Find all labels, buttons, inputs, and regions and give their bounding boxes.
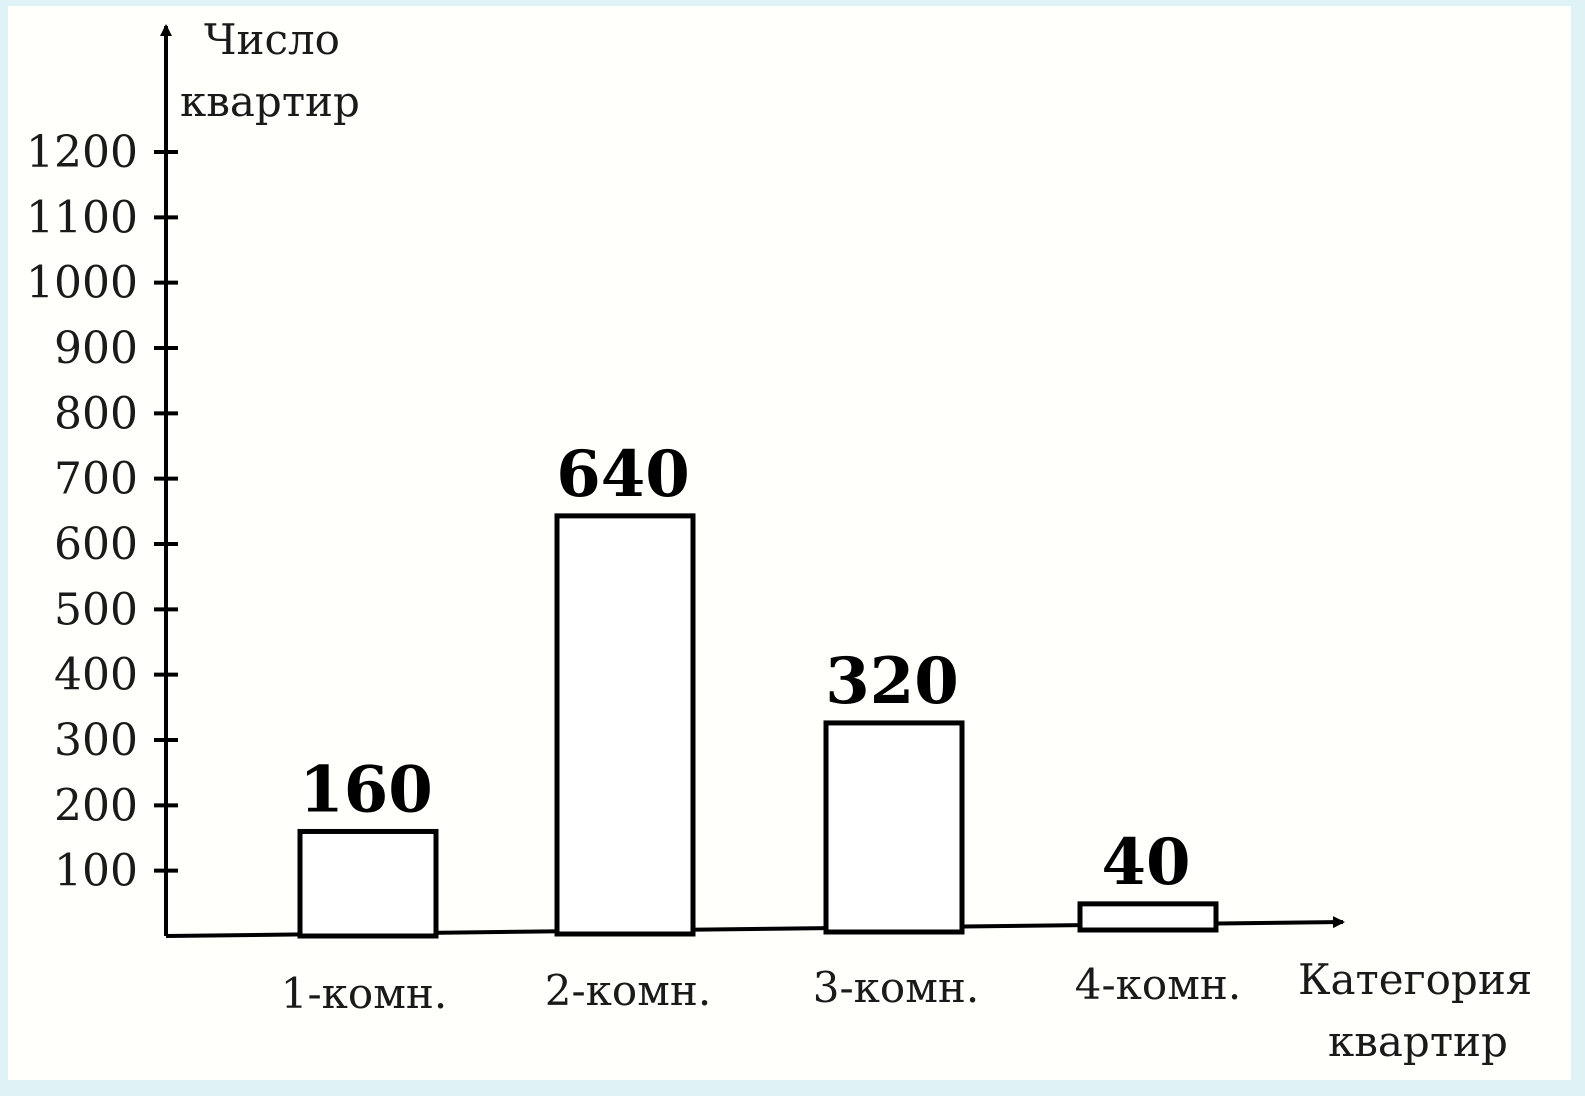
bar-3 — [823, 720, 965, 935]
bar-value-label: 640 — [556, 437, 690, 512]
category-label: 3-комн. — [813, 963, 979, 1012]
bar-value-label: 320 — [825, 644, 959, 719]
y-tick-label: 1100 — [26, 192, 138, 243]
x-axis-title-line1: Категория — [1298, 955, 1532, 1004]
bar-chart: 100200300400500600700800900100011001200 … — [26, 15, 1532, 1066]
category-label: 1-комн. — [281, 969, 447, 1018]
bar-value-label: 160 — [299, 752, 433, 827]
y-tick-label: 1000 — [26, 258, 138, 309]
chart-frame: 100 200 300 400 500 600 700 800 900 1000 1100 1200 … — [8, 6, 1571, 1080]
bar-1 — [297, 828, 439, 939]
bar-4 — [1077, 901, 1219, 933]
y-tick-label: 1200 — [26, 127, 138, 178]
y-tick-label: 800 — [54, 388, 138, 439]
y-tick-label: 300 — [54, 715, 138, 766]
y-axis-title-line2: квартир — [180, 77, 360, 126]
bar-2 — [554, 513, 696, 937]
category-label: 4-комн. — [1075, 960, 1241, 1009]
y-tick-label: 400 — [54, 650, 138, 701]
y-tick-label: 700 — [54, 454, 138, 505]
bar-value-label: 40 — [1101, 825, 1190, 900]
y-tick-label: 600 — [54, 519, 138, 570]
y-tick-label: 900 — [54, 323, 138, 374]
y-tick-label: 100 — [54, 846, 138, 897]
labels: 160 1-комн. 640 2-комн. 320 3-комн. 40 4-комн. — [281, 437, 1241, 1018]
y-tick-label: 200 — [54, 780, 138, 831]
category-label: 2-комн. — [545, 966, 711, 1015]
y-axis-title-line1: Число — [204, 15, 340, 64]
y-ticks: 100 200 300 400 500 600 700 800 900 1000 1100 1200 — [26, 127, 178, 897]
x-axis-title-line2: квартир — [1328, 1017, 1508, 1066]
y-tick-label: 500 — [54, 584, 138, 635]
bars — [297, 513, 1219, 939]
